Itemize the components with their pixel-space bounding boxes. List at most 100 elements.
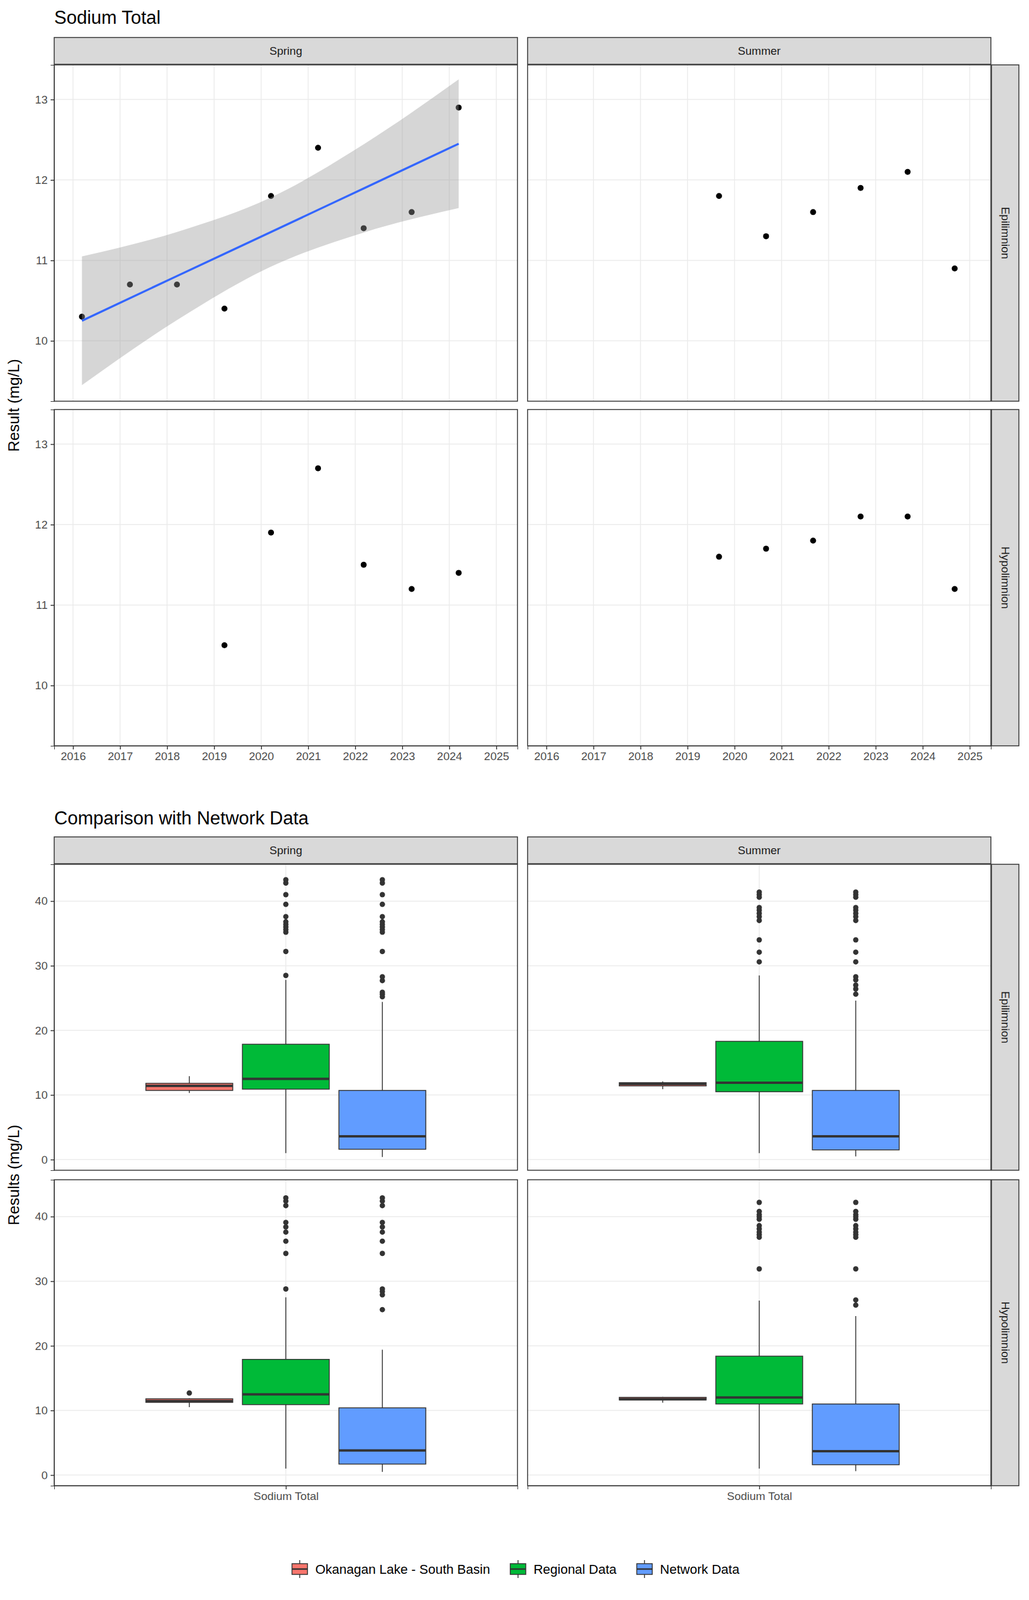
tick-mark bbox=[50, 444, 55, 446]
x-tick-label: 2022 bbox=[343, 750, 369, 763]
grid-line bbox=[166, 409, 168, 747]
point bbox=[762, 546, 769, 553]
x-tick-label: 2022 bbox=[816, 750, 842, 763]
box bbox=[242, 1360, 330, 1406]
tick: 2024 bbox=[437, 746, 463, 763]
chart: Sodium TotalResult (mg/L)SpringSummerEpi… bbox=[4, 7, 1019, 763]
tick: 2025 bbox=[957, 746, 983, 763]
panel-background bbox=[54, 409, 518, 747]
tick: 2019 bbox=[675, 746, 701, 763]
tick-mark bbox=[50, 524, 55, 526]
point bbox=[951, 265, 958, 272]
grid bbox=[54, 864, 518, 1171]
tick: 10 bbox=[35, 334, 55, 348]
tick: 2017 bbox=[581, 746, 607, 763]
outlier bbox=[853, 1297, 859, 1303]
grid bbox=[527, 409, 991, 747]
outlier bbox=[379, 1307, 386, 1314]
panel-border bbox=[54, 409, 518, 747]
confidence-band bbox=[82, 79, 460, 386]
tick: 2020 bbox=[722, 746, 748, 763]
outlier bbox=[379, 989, 386, 996]
box-plot bbox=[338, 1195, 426, 1473]
outlier bbox=[853, 905, 859, 911]
x-tick-label: 2016 bbox=[60, 750, 86, 763]
legend-label: Network Data bbox=[659, 1562, 740, 1578]
point bbox=[809, 537, 816, 544]
axis: 10111213 bbox=[35, 410, 55, 747]
strip bbox=[527, 837, 991, 865]
tick-mark bbox=[50, 179, 55, 182]
tick: 2019 bbox=[201, 746, 227, 763]
grid bbox=[54, 409, 518, 747]
grid-line bbox=[546, 64, 548, 402]
figure: Sodium TotalResult (mg/L)SpringSummerEpi… bbox=[0, 0, 1029, 1600]
axis: 2016201720182019202020212022202320242025 bbox=[54, 746, 519, 763]
tick: 2025 bbox=[484, 746, 510, 763]
tick: 2023 bbox=[390, 746, 416, 763]
tick-mark bbox=[72, 746, 74, 750]
outlier bbox=[756, 1223, 763, 1230]
outlier bbox=[379, 1229, 386, 1236]
tick-mark bbox=[50, 1410, 55, 1412]
tick-mark bbox=[50, 1030, 55, 1032]
tick: 11 bbox=[35, 254, 55, 267]
point bbox=[267, 529, 274, 536]
x-tick-label: 2017 bbox=[581, 750, 607, 763]
box-plot bbox=[812, 1199, 900, 1472]
x-tick-label: 2020 bbox=[248, 750, 274, 763]
legend-item: Regional Data bbox=[507, 1559, 617, 1580]
box bbox=[145, 1399, 233, 1403]
axis: 10111213 bbox=[35, 65, 55, 402]
median bbox=[145, 1400, 233, 1403]
x-tick-label: 2020 bbox=[722, 750, 748, 763]
panel-border bbox=[527, 864, 991, 1171]
outlier bbox=[853, 992, 859, 998]
grid bbox=[54, 64, 518, 402]
grid-line bbox=[448, 409, 451, 747]
strip-label: Summer bbox=[737, 844, 781, 857]
point bbox=[762, 233, 769, 240]
grid-line bbox=[401, 409, 404, 747]
whisker bbox=[381, 1464, 383, 1473]
tick-mark bbox=[734, 746, 736, 750]
grid-line bbox=[496, 409, 498, 747]
tick: 20 bbox=[35, 1340, 55, 1353]
panel: 010203040 bbox=[35, 864, 518, 1172]
tick: 2017 bbox=[107, 746, 133, 763]
axis: 010203040 bbox=[35, 1180, 55, 1487]
grid-line bbox=[828, 409, 830, 747]
point bbox=[455, 569, 462, 576]
box-plot bbox=[715, 889, 803, 1154]
panel bbox=[527, 64, 991, 402]
strip bbox=[991, 64, 1019, 402]
panel-border bbox=[54, 64, 518, 402]
grid-line bbox=[527, 605, 991, 607]
y-tick-label: 10 bbox=[35, 679, 48, 692]
grid-line bbox=[640, 409, 642, 747]
y-tick-label: 40 bbox=[35, 895, 48, 908]
grid-line bbox=[119, 409, 121, 747]
panel-background bbox=[54, 864, 518, 1171]
grid-line bbox=[285, 864, 287, 1171]
legend-label: Regional Data bbox=[533, 1562, 617, 1578]
outlier bbox=[283, 1195, 289, 1202]
grid bbox=[527, 864, 991, 1171]
box bbox=[812, 1090, 900, 1151]
axis: Sodium Total bbox=[528, 1486, 992, 1504]
outlier bbox=[379, 949, 386, 955]
tick-mark bbox=[546, 746, 548, 750]
outlier bbox=[379, 892, 386, 898]
tick: 20 bbox=[35, 1024, 55, 1038]
box bbox=[145, 1083, 233, 1091]
tick-mark bbox=[354, 746, 357, 750]
strip-label: Spring bbox=[269, 844, 303, 857]
tick: 2022 bbox=[816, 746, 842, 763]
outlier bbox=[853, 949, 859, 956]
y-tick-label: 12 bbox=[35, 518, 48, 532]
box-plot bbox=[715, 1199, 803, 1470]
page: Sodium TotalResult (mg/L)SpringSummerEpi… bbox=[0, 0, 1029, 1600]
grid-line bbox=[166, 64, 168, 402]
median bbox=[338, 1135, 426, 1138]
axis-line bbox=[50, 865, 55, 1172]
